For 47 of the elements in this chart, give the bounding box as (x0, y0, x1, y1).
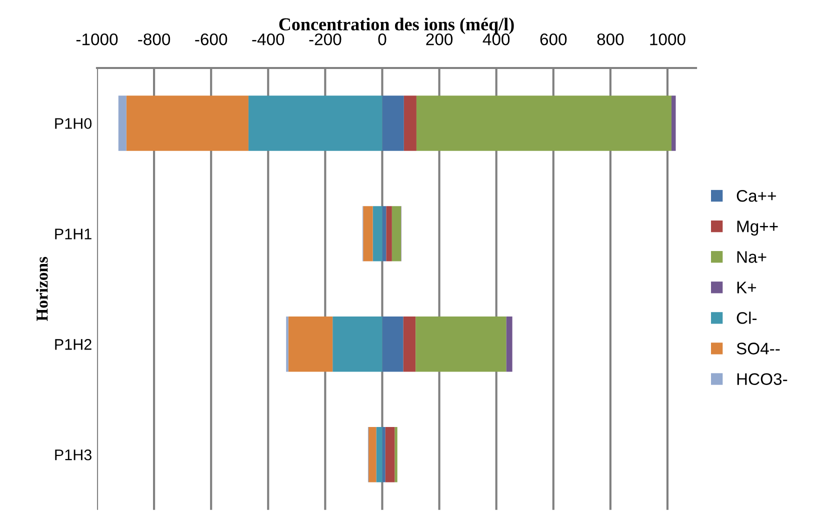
legend-label: Mg++ (737, 220, 778, 236)
bar (386, 206, 392, 262)
bar (363, 206, 373, 262)
bar (382, 206, 386, 262)
x-tick-label: -600 (195, 33, 228, 46)
bar (376, 427, 382, 482)
y-tick-label: P1H3 (55, 449, 92, 460)
y-tick-label: P1H1 (55, 228, 92, 240)
x-tick-label: -400 (252, 33, 284, 46)
bar (416, 96, 672, 151)
bar (392, 206, 402, 262)
bar (671, 96, 676, 151)
y-tick-label: P1H0 (55, 118, 92, 129)
x-tick-label: 400 (482, 33, 510, 46)
legend-label: Ca++ (736, 190, 776, 202)
x-tick-label: 200 (426, 33, 453, 46)
bar (416, 316, 506, 372)
bar (382, 96, 404, 151)
x-tick-label: 800 (597, 33, 624, 46)
bar (368, 427, 376, 482)
x-tick-label: -1000 (76, 33, 118, 46)
y-axis-title: Horizons (36, 256, 48, 322)
bar (118, 96, 126, 151)
bar (404, 96, 416, 151)
bar (332, 316, 382, 372)
bar (382, 316, 404, 372)
y-tick-label: P1H2 (55, 339, 92, 350)
x-axis-title: Concentration des ions (méq/l) (279, 18, 514, 34)
bar (126, 96, 248, 151)
bar (385, 427, 395, 482)
legend-label: SO4-- (736, 342, 780, 354)
legend-label: HCO3- (737, 373, 788, 386)
bar (506, 316, 512, 372)
legend-label: Cl- (736, 312, 757, 324)
bar (394, 427, 398, 482)
legend-label: K+ (737, 282, 756, 294)
bar (288, 316, 333, 372)
x-tick-label: 1000 (650, 33, 686, 46)
legend-label: Na+ (737, 251, 766, 263)
bar (382, 427, 386, 482)
bar (248, 96, 382, 151)
bar (403, 316, 416, 372)
x-tick-label: 600 (540, 33, 567, 46)
x-tick-label: 0 (378, 33, 386, 46)
x-tick-label: -200 (309, 33, 342, 46)
x-tick-label: -800 (138, 33, 170, 46)
bar (372, 206, 382, 262)
